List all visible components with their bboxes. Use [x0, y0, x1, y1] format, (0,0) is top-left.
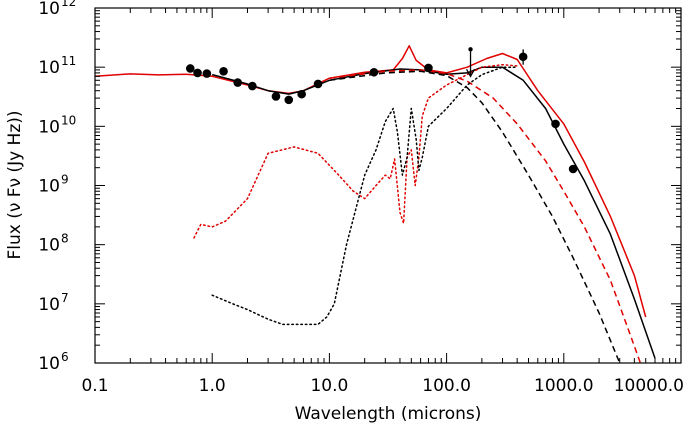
x-tick-label: 100.0 [422, 376, 471, 396]
data-point-13 [518, 52, 528, 62]
y-tick-label: 10 [38, 117, 60, 137]
data-point-8 [284, 95, 294, 105]
observed-points-layer [185, 47, 578, 174]
y-tick-exponent: 9 [61, 173, 69, 187]
x-tick-label: 0.1 [81, 376, 108, 396]
x-tick-label: 10.0 [310, 376, 348, 396]
upper-limit-arrow [465, 69, 476, 78]
y-tick-label: 10 [38, 295, 60, 315]
y-tick-label: 10 [38, 177, 60, 197]
data-point-2 [193, 68, 202, 78]
data-point-3 [202, 69, 212, 78]
y-tick-label: 10 [38, 354, 60, 374]
series-black-total-model [212, 66, 656, 359]
y-tick-exponent: 12 [61, 0, 76, 9]
data-point-9 [297, 89, 306, 99]
series-red-total-model [95, 45, 647, 318]
data-point-5 [233, 78, 242, 87]
data-point-6 [248, 81, 257, 91]
series-black-dashed-component [329, 70, 621, 363]
series-red-dashed-component [329, 69, 642, 363]
data-point-1 [185, 64, 195, 73]
x-axis-label: Wavelength (microns) [295, 404, 482, 424]
data-point-14 [551, 119, 560, 129]
y-tick-label: 10 [38, 236, 60, 256]
data-point-7 [271, 92, 281, 101]
data-point-4 [219, 67, 228, 76]
y-tick-exponent: 10 [61, 113, 76, 127]
series-layer [95, 45, 656, 363]
series-red-dotted-component [193, 63, 518, 239]
y-tick-label: 10 [38, 0, 60, 19]
series-black-dotted-component [211, 66, 518, 326]
ticks-layer [94, 8, 681, 364]
y-tick-exponent: 8 [61, 232, 69, 246]
x-tick-label: 10000.0 [614, 376, 684, 396]
data-point-10 [313, 79, 323, 89]
y-tick-exponent: 7 [61, 291, 69, 305]
y-tick-exponent: 11 [61, 54, 76, 68]
y-tick-label: 10 [38, 58, 60, 78]
data-point-12 [424, 63, 433, 73]
x-tick-label: 1000.0 [534, 376, 593, 396]
y-axis-label: Flux (ν Fν (Jy Hz)) [5, 110, 25, 259]
data-point-11 [369, 67, 379, 77]
y-tick-exponent: 6 [61, 350, 69, 364]
x-tick-label: 1.0 [199, 376, 226, 396]
data-point-15 [568, 164, 578, 174]
